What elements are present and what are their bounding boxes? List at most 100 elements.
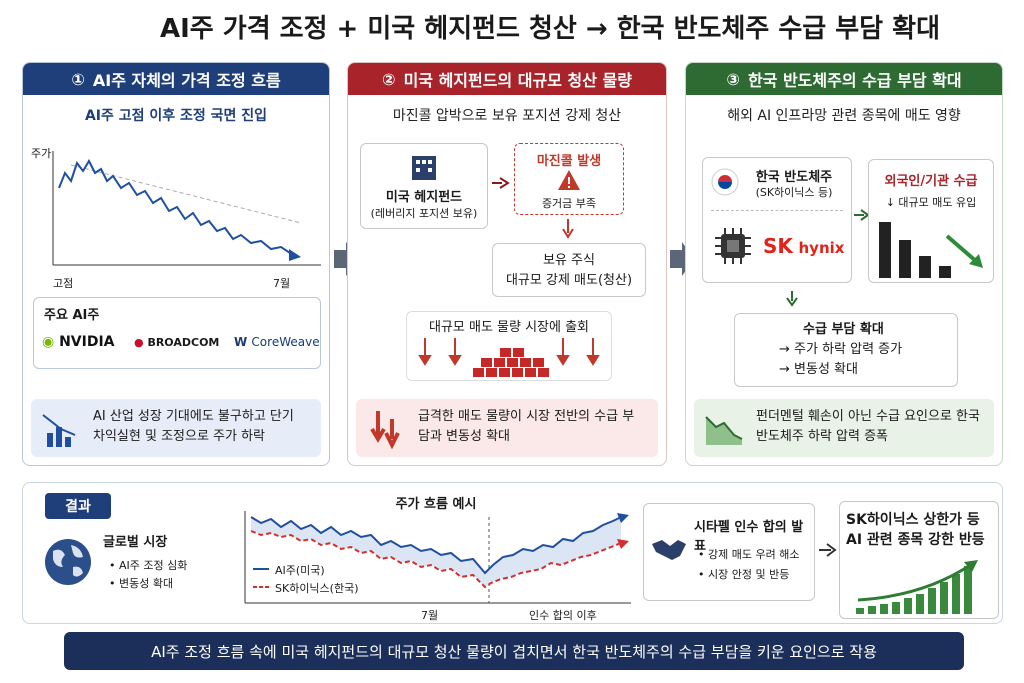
x-label: 7월 — [421, 609, 439, 622]
legend-entry: SK하이닉스(한국) — [275, 582, 359, 595]
logos-box: 주요 AI주 ◉ NVIDIA ● BROADCOM W CoreWeave — [33, 297, 321, 369]
arrow-head — [289, 249, 301, 261]
panel-subtitle: AI주 고점 이후 조정 국면 진입 — [84, 108, 268, 124]
divider — [711, 210, 843, 211]
logo-text: SK — [763, 234, 793, 258]
korea-subtitle: (SK하이닉스 등) — [755, 186, 833, 199]
chip-icon — [715, 228, 751, 264]
arrow-head — [617, 513, 629, 523]
rising-bars-icon — [856, 560, 978, 614]
note-box: 급격한 매도 물량이 시장 전반의 수급 부담과 변동성 확대 — [356, 399, 658, 457]
arrow — [492, 177, 510, 189]
fund-title: 미국 헤지펀드 — [385, 190, 463, 205]
header-text: 한국 반도체주의 수급 부담 확대 — [747, 71, 962, 90]
logos-title: 주요 AI주 — [44, 308, 100, 323]
note-text: AI 산업 성장 기대에도 불구하고 단기 차익실현 및 조정으로 주가 하락 — [93, 409, 294, 444]
sk-hynix-logo: SK hynix — [763, 234, 844, 258]
logo-nvidia: ◉ NVIDIA — [42, 334, 115, 350]
sell-blocks — [418, 338, 600, 377]
margin-box: 마진콜 발생 증거금 부족 — [514, 143, 624, 215]
panel-header: ③ 한국 반도체주의 수급 부담 확대 — [686, 63, 1002, 95]
margin-title: 마진콜 발생 — [536, 154, 602, 169]
arrow — [562, 219, 574, 239]
korea-title: 한국 반도체주 — [755, 170, 833, 185]
rebound-text: SK하이닉스 상한가 등 AI 관련 종목 강한 반등 — [846, 512, 985, 548]
event-item: • 시장 안정 및 반등 — [698, 568, 790, 581]
panel-3: ③ 한국 반도체주의 수급 부담 확대 해외 AI 인프라망 관련 종목에 매도 … — [685, 62, 1003, 466]
x-label: 고점 — [53, 277, 74, 290]
panel-2: ② 미국 헤지펀드의 대규모 청산 물량 마진콜 압박으로 보유 포지션 강제 청… — [347, 62, 667, 466]
event-title: 시타펠 인수 합의 발표 — [694, 520, 804, 554]
header-text: 미국 헤지펀드의 대규모 청산 물량 — [403, 71, 632, 90]
note-text: 급격한 매도 물량이 시장 전반의 수급 부담과 변동성 확대 — [418, 409, 635, 444]
burden-item: → 변동성 확대 — [779, 362, 858, 377]
foreign-subtitle: ↓ 대규모 매도 유입 — [885, 196, 977, 209]
global-item: • 변동성 확대 — [109, 577, 174, 590]
panel-header: ② 미국 헤지펀드의 대규모 청산 물량 — [348, 63, 666, 95]
x-label: 7월 — [273, 277, 291, 290]
flood-box: 대규모 매도 물량 시장에 출회 — [406, 311, 612, 381]
margin-subtitle: 증거금 부족 — [541, 197, 597, 210]
result-badge: 결과 — [45, 493, 111, 519]
logo-text: CoreWeave — [251, 335, 320, 349]
step-number: ③ — [726, 69, 740, 89]
page-title: AI주 가격 조정 + 미국 헤지펀드 청산 → 한국 반도체주 수급 부담 확… — [160, 14, 940, 44]
note-text: 펀더멘털 훼손이 아닌 수급 요인으로 한국 반도체주 하락 압력 증폭 — [756, 409, 980, 444]
arrow — [786, 291, 798, 307]
x-label: 인수 합의 이후 — [529, 609, 597, 622]
trend-line — [70, 164, 302, 224]
foreign-box: 외국인/기관 수급 ↓ 대규모 매도 유입 — [868, 159, 994, 283]
fund-subtitle: (레버리지 포지션 보유) — [370, 207, 478, 220]
sell-subtitle: 대규모 강제 매도(청산) — [505, 273, 633, 288]
logo-text: BROADCOM — [147, 336, 220, 349]
arrow-head — [617, 539, 629, 549]
building-icon — [412, 156, 436, 180]
chart-title: 주가 흐름 예시 — [395, 497, 477, 512]
arrow — [819, 543, 837, 557]
legend-entry: AI주(미국) — [275, 564, 325, 577]
burden-item: → 주가 하락 압력 증가 — [779, 342, 903, 357]
logo-text: hynix — [798, 239, 845, 257]
falling-bars-icon — [879, 222, 983, 278]
sell-box: 보유 주식 대규모 강제 매도(청산) — [492, 243, 646, 297]
flag-icon — [711, 168, 739, 196]
foreign-title: 외국인/기관 수급 — [884, 174, 978, 189]
logo-coreweave: W CoreWeave — [234, 335, 320, 349]
logo-broadcom: ● BROADCOM — [134, 336, 220, 349]
step-number: ② — [382, 69, 396, 89]
panel-subtitle: 마진콜 압박으로 보유 포지션 강제 청산 — [392, 108, 622, 124]
flood-title: 대규모 매도 물량 시장에 출회 — [428, 320, 590, 335]
event-item: • 강제 매도 우려 해소 — [698, 548, 800, 561]
ai-stock-line — [250, 516, 622, 575]
korea-box: 한국 반도체주 (SK하이닉스 등) SK hynix — [702, 157, 852, 283]
global-item: • AI주 조정 심화 — [109, 559, 188, 572]
globe-icon — [45, 539, 91, 585]
axis-label: 주가 — [31, 147, 52, 160]
panel-header: ① AI주 자체의 가격 조정 흐름 — [23, 63, 329, 95]
price-line — [58, 158, 294, 256]
header-text: AI주 자체의 가격 조정 흐름 — [92, 71, 281, 90]
event-box: 시타펠 인수 합의 발표 • 강제 매도 우려 해소 • 시장 안정 및 반등 — [643, 503, 815, 601]
burden-title: 수급 부담 확대 — [803, 322, 884, 337]
step-number: ① — [71, 69, 85, 89]
global-title: 글로벌 시장 — [103, 535, 168, 550]
chart-icon — [42, 414, 76, 447]
burden-box: 수급 부담 확대 → 주가 하락 압력 증가 → 변동성 확대 — [734, 313, 958, 387]
rebound-box: SK하이닉스 상한가 등 AI 관련 종목 강한 반등 — [839, 501, 999, 619]
panel-subtitle: 해외 AI 인프라망 관련 종목에 매도 영향 — [727, 108, 961, 124]
fund-box: 미국 헤지펀드 (레버리지 포지션 보유) — [360, 143, 488, 229]
result-section: 결과 글로벌 시장 • AI주 조정 심화 • 변동성 확대 주가 흐름 예시 … — [22, 482, 1003, 624]
logo-text: NVIDIA — [59, 334, 115, 350]
green-chart-icon — [705, 416, 743, 445]
decline-chart — [52, 151, 321, 266]
note-box: 펀더멘털 훼손이 아닌 수급 요인으로 한국 반도체주 하락 압력 증폭 — [694, 399, 994, 457]
down-arrows-icon — [370, 411, 400, 449]
footer-banner: AI주 조정 흐름 속에 미국 헤지펀드의 대규모 청산 물량이 겹치면서 한국… — [64, 632, 964, 670]
example-chart — [244, 511, 631, 604]
panel-1: ① AI주 자체의 가격 조정 흐름 AI주 고점 이후 조정 국면 진입 주가 … — [22, 62, 330, 466]
handshake-icon — [652, 540, 686, 560]
sk-hynix-line — [250, 530, 622, 589]
warning-icon — [558, 170, 580, 190]
sell-title: 보유 주식 — [543, 253, 595, 268]
